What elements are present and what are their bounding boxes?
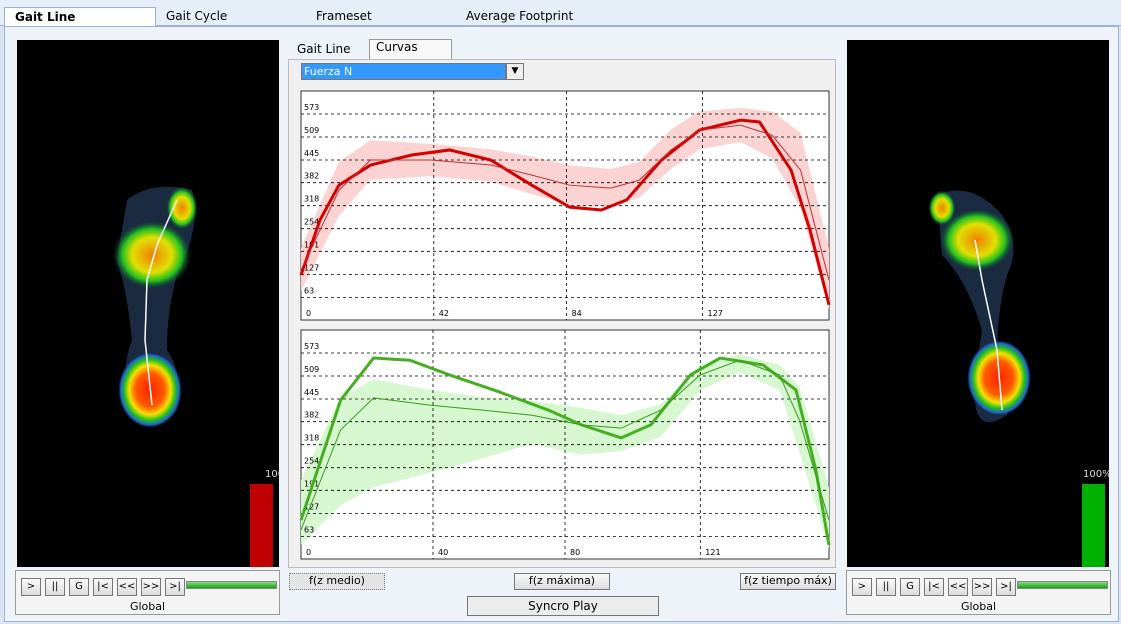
x-tick-label: 127 [708, 309, 723, 318]
dropdown[interactable]: Fuerza N [301, 63, 506, 80]
y-tick-label: 445 [304, 388, 319, 397]
button[interactable]: f(z medio) [289, 573, 385, 590]
footer-label: Global [960, 600, 997, 613]
player-button[interactable]: << [948, 578, 968, 596]
player-button[interactable]: G [69, 578, 89, 596]
tab[interactable]: Average Footprint [466, 9, 574, 23]
y-tick-label: 254 [304, 218, 319, 227]
footprint-view: 100% [17, 40, 279, 567]
button[interactable]: f(z tiempo máx) [740, 573, 836, 590]
player-button[interactable]: > [21, 578, 41, 596]
x-tick-label: 80 [570, 548, 580, 557]
progress-bar [186, 581, 277, 589]
gait-line [974, 239, 1003, 411]
progress-bar [1017, 581, 1108, 589]
range-band [301, 107, 829, 310]
y-tick-label: 63 [304, 286, 314, 295]
player-button[interactable]: || [45, 578, 65, 596]
player-button[interactable]: >> [972, 578, 992, 596]
x-tick-label: 84 [572, 309, 582, 318]
player-button[interactable]: > [852, 578, 872, 596]
y-tick-label: 127 [304, 502, 319, 511]
gait-line [144, 199, 178, 406]
curve [299, 118, 831, 306]
y-tick-label: 127 [304, 263, 319, 272]
subtab[interactable]: Curvas [369, 39, 452, 59]
player-button[interactable]: >> [141, 578, 161, 596]
footer-label: Global [129, 600, 166, 613]
curve [300, 359, 830, 531]
dropdown-arrow[interactable]: ▼ [506, 63, 524, 80]
y-tick-label: 254 [304, 457, 319, 466]
y-tick-label: 63 [304, 525, 314, 534]
y-tick-label: 382 [304, 411, 319, 420]
tab[interactable]: Gait Cycle [166, 9, 228, 23]
y-tick-label: 318 [304, 434, 319, 443]
curve [300, 124, 830, 281]
subtab[interactable]: Gait Line [297, 42, 351, 56]
player-button[interactable]: >| [996, 578, 1016, 596]
level-label: 100% [265, 469, 279, 480]
toe-heat [166, 186, 198, 230]
forefoot-heat [112, 220, 192, 290]
y-tick-label: 509 [304, 126, 319, 135]
y-tick-label: 573 [304, 103, 319, 112]
player-button[interactable]: << [117, 578, 137, 596]
x-tick-label: 121 [705, 548, 720, 557]
y-tick-label: 509 [304, 365, 319, 374]
tab[interactable]: Gait Line [4, 7, 156, 26]
toe-heat [928, 190, 956, 226]
curve [299, 356, 831, 546]
y-tick-label: 445 [304, 149, 319, 158]
player-button[interactable]: |< [93, 578, 113, 596]
y-tick-label: 382 [304, 172, 319, 181]
x-tick-label: 42 [439, 309, 449, 318]
player-button[interactable]: || [876, 578, 896, 596]
play-button[interactable]: Syncro Play [467, 596, 659, 616]
player-button[interactable]: G [900, 578, 920, 596]
x-tick-label: 0 [306, 309, 311, 318]
x-tick-label: 40 [438, 548, 448, 557]
player-controls: > || G |< << >> >| Global [15, 570, 280, 615]
y-tick-label: 573 [304, 342, 319, 351]
forefoot-heat [939, 208, 1015, 272]
level-bar [250, 484, 273, 567]
button[interactable]: f(z máxima) [514, 573, 610, 590]
player-button[interactable]: |< [924, 578, 944, 596]
footprint-view: 100% [847, 40, 1109, 567]
player-button[interactable]: >| [165, 578, 185, 596]
tab-bar [0, 0, 1121, 26]
x-tick-label: 0 [306, 548, 311, 557]
level-label: 100% [1083, 469, 1109, 480]
tab[interactable]: Frameset [316, 9, 372, 23]
level-bar [1082, 484, 1105, 567]
y-tick-label: 318 [304, 195, 319, 204]
player-controls: > || G |< << >> >| Global [846, 570, 1111, 615]
